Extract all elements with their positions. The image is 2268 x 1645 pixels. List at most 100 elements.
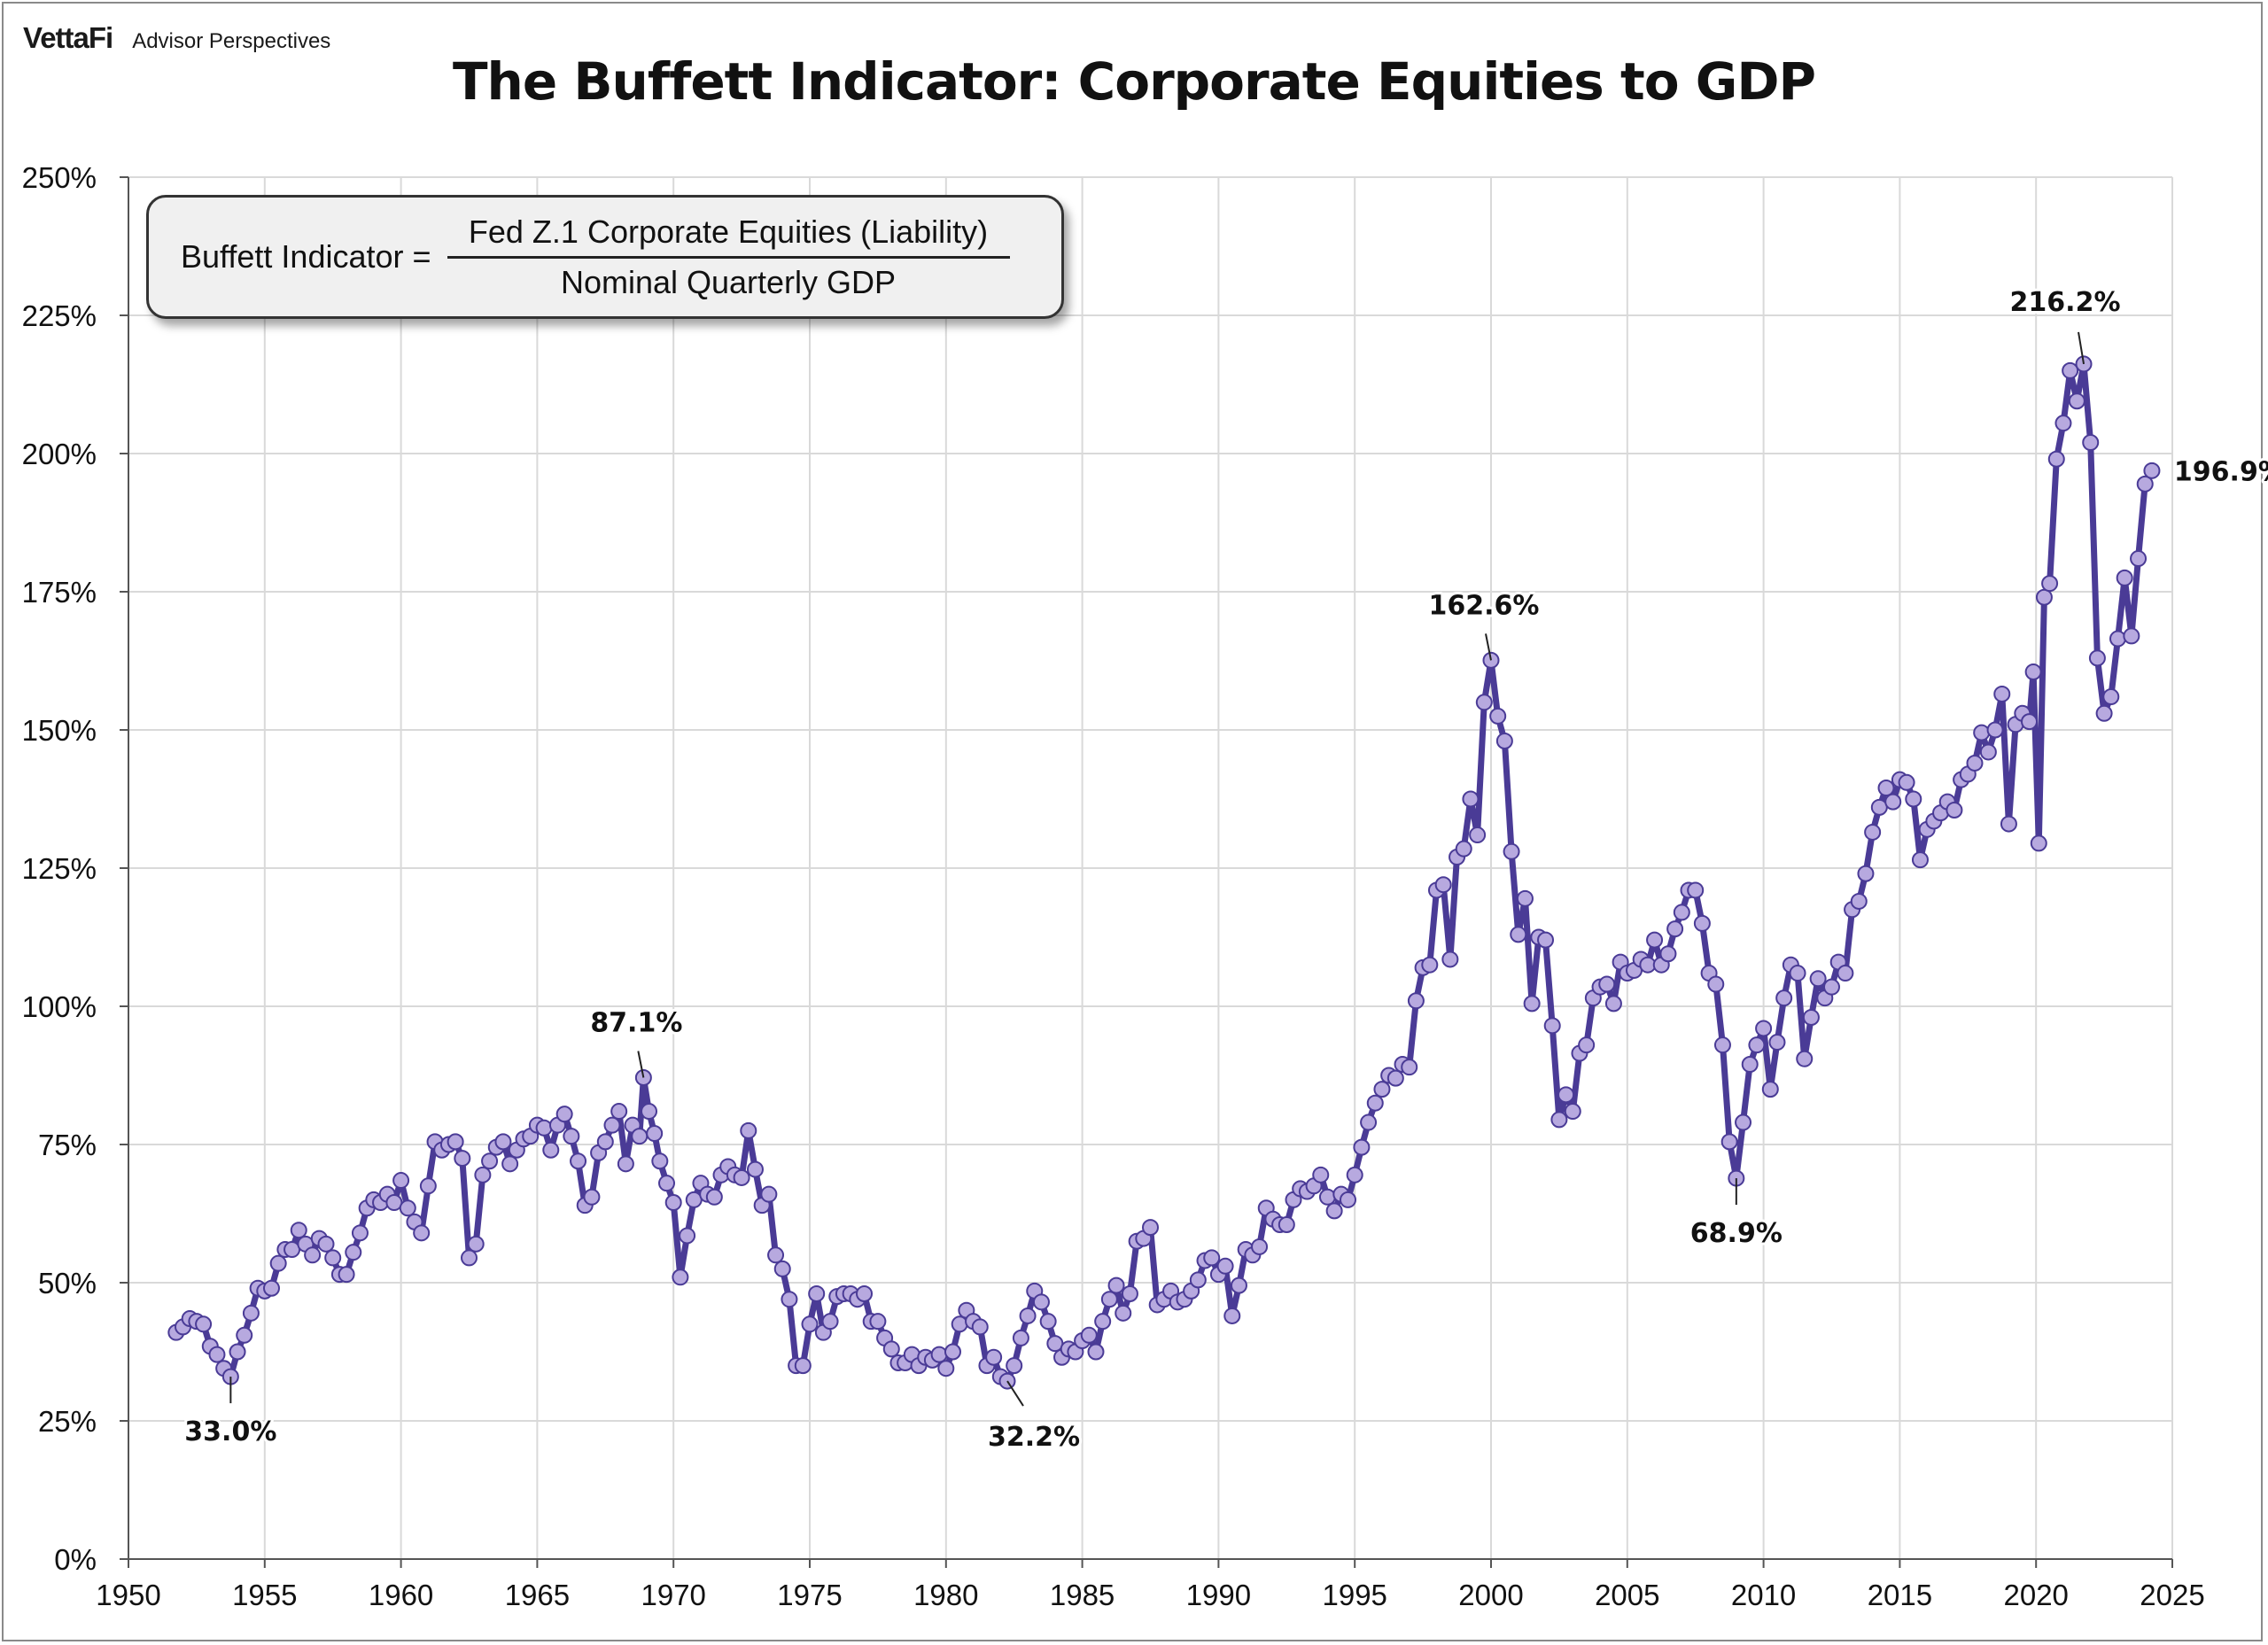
data-point <box>930 1346 948 1363</box>
data-point <box>242 1304 260 1322</box>
formula-numerator: Fed Z.1 Corporate Equities (Liability) <box>468 213 989 250</box>
axes <box>120 176 2173 1568</box>
data-point <box>1802 1008 1820 1026</box>
y-tick-label: 175% <box>22 576 97 609</box>
data-point <box>651 1152 669 1170</box>
x-tick-label: 1955 <box>232 1579 297 1611</box>
data-point <box>1325 1202 1343 1220</box>
data-point <box>317 1235 335 1253</box>
data-point <box>351 1224 369 1242</box>
formula-fraction: Fed Z.1 Corporate Equities (Liability) N… <box>447 213 1010 301</box>
y-tick-label: 150% <box>22 714 97 747</box>
data-point <box>535 1119 553 1137</box>
data-point <box>821 1313 839 1331</box>
data-point <box>399 1199 416 1217</box>
data-point <box>229 1343 246 1361</box>
data-point <box>1353 1138 1371 1156</box>
data-point <box>501 1155 519 1173</box>
data-point <box>1373 1081 1391 1098</box>
data-point <box>1884 793 1902 811</box>
data-point <box>236 1326 253 1344</box>
data-point <box>208 1346 226 1363</box>
y-tick-label: 250% <box>22 161 97 194</box>
x-tick-label: 1995 <box>1322 1579 1386 1611</box>
data-point <box>1121 1284 1138 1302</box>
data-point <box>1386 1069 1404 1087</box>
data-point <box>1877 780 1895 797</box>
data-point <box>2082 434 2100 452</box>
x-tick-labels: 1950 1955 1960 1965 1970 1975 1980 1985 1990 1995… <box>96 1579 2204 1611</box>
data-point <box>269 1254 287 1272</box>
fraction-bar <box>447 255 1010 259</box>
data-point <box>1809 970 1827 988</box>
data-point <box>563 1128 580 1145</box>
data-point <box>610 1103 628 1121</box>
annotation-leader <box>2078 331 2085 365</box>
data-point <box>2030 834 2047 852</box>
brand-header: VettaFi Advisor Perspectives <box>23 21 330 55</box>
data-point <box>1407 992 1425 1010</box>
y-tick-label: 25% <box>38 1405 97 1438</box>
data-point <box>1421 956 1439 974</box>
data-point <box>1223 1307 1241 1324</box>
data-point <box>794 1357 812 1375</box>
data-point <box>1142 1219 1159 1237</box>
data-point <box>1720 1133 1738 1151</box>
data-point <box>1107 1276 1125 1294</box>
data-point <box>944 1343 961 1361</box>
data-point <box>740 1121 757 1139</box>
data-point <box>2102 688 2120 706</box>
annotation-label: 32.2% <box>988 1422 1080 1453</box>
data-point <box>2041 575 2059 593</box>
annotation-label: 196.9% <box>2174 456 2268 487</box>
data-point <box>1039 1313 1057 1331</box>
data-point <box>1946 801 1963 819</box>
x-tick-label: 1990 <box>1186 1579 1251 1611</box>
data-point <box>1401 1059 1418 1076</box>
data-point <box>1659 945 1677 963</box>
data-point <box>617 1155 634 1173</box>
data-point <box>1578 1036 1596 1054</box>
data-point <box>494 1133 512 1151</box>
data-point <box>679 1227 696 1245</box>
data-point <box>1973 724 1991 741</box>
data-point <box>2062 361 2079 379</box>
data-point <box>2136 475 2154 493</box>
data-point <box>1707 975 1725 993</box>
x-tick-label: 2005 <box>1595 1579 1659 1611</box>
y-tick-labels: 0% 25% 50% 75% 100% 125% 150% 175% 200% 225% 250% <box>22 161 97 1576</box>
formula-lhs: Buffett Indicator = <box>181 238 431 275</box>
data-point <box>1673 904 1690 921</box>
data-point <box>2088 649 2106 667</box>
data-point <box>1203 1249 1221 1267</box>
data-point <box>1469 826 1487 844</box>
data-point <box>195 1315 213 1333</box>
data-point <box>454 1150 471 1168</box>
x-tick-label: 1985 <box>1050 1579 1115 1611</box>
data-point <box>1850 892 1868 910</box>
data-point <box>2109 630 2126 648</box>
y-tick-label: 50% <box>38 1267 97 1300</box>
data-point <box>1094 1313 1112 1331</box>
brand-logo: VettaFi <box>23 21 113 54</box>
data-point <box>1755 1020 1773 1037</box>
data-point <box>1462 790 1480 808</box>
data-point <box>1346 1166 1363 1183</box>
data-point <box>2068 392 2085 410</box>
data-point <box>1080 1326 1098 1344</box>
data-point <box>1837 965 1854 982</box>
data-point <box>1537 931 1555 949</box>
data-point <box>345 1244 362 1261</box>
data-point <box>570 1152 587 1170</box>
data-point <box>2095 704 2113 722</box>
data-point <box>1550 1111 1568 1129</box>
data-point <box>1019 1307 1037 1324</box>
data-point <box>1543 1017 1561 1035</box>
data-point <box>555 1106 573 1123</box>
x-tick-label: 2020 <box>2003 1579 2068 1611</box>
data-point <box>1340 1191 1357 1208</box>
data-point <box>1768 1034 1786 1051</box>
annotation-leader <box>1485 633 1492 661</box>
annotation-label: 68.9% <box>1690 1218 1783 1249</box>
